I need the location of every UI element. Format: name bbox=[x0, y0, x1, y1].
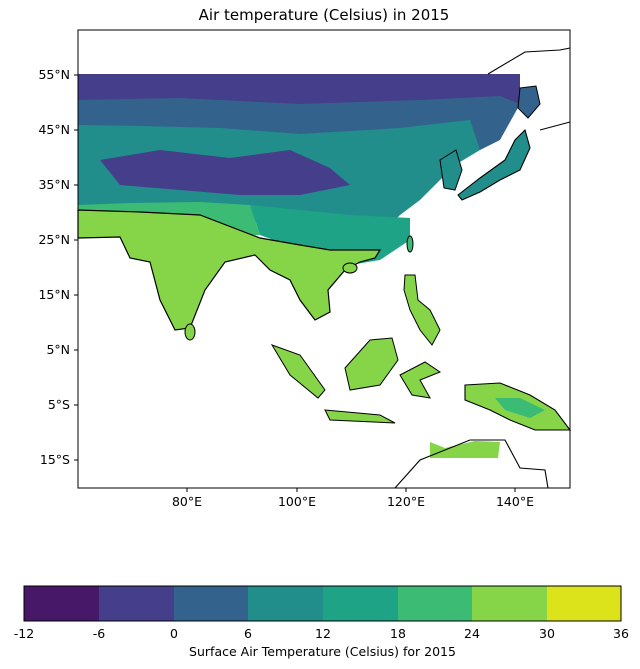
lon-label: 80°E bbox=[171, 494, 203, 509]
temp-band-cold-plateau bbox=[100, 150, 350, 195]
landmass-taiwan bbox=[406, 235, 414, 253]
colorbar-tick-label: -12 bbox=[13, 626, 35, 641]
coastline-sakhalin bbox=[539, 121, 571, 131]
landmass-sulawesi bbox=[399, 361, 442, 399]
landmass-borneo bbox=[344, 337, 399, 391]
lat-label: 45°N bbox=[38, 122, 70, 137]
landmass-philippines bbox=[403, 274, 441, 346]
colorbar-segment bbox=[398, 586, 472, 621]
lat-label: 5°N bbox=[46, 342, 70, 357]
colorbar-tick-label: 30 bbox=[539, 626, 555, 641]
landmass-sri-lanka bbox=[184, 323, 196, 341]
lat-label: 35°N bbox=[38, 177, 70, 192]
coastline-australia bbox=[394, 439, 549, 489]
landmass-sumatra bbox=[270, 344, 326, 399]
colorbar-segment bbox=[323, 586, 398, 621]
landmass-hokkaido bbox=[517, 85, 541, 119]
landmass-northern-australia bbox=[430, 441, 500, 458]
lat-label: 15°S bbox=[39, 452, 70, 467]
lat-label: 15°N bbox=[38, 287, 70, 302]
colorbar bbox=[23, 585, 622, 622]
colorbar-segment bbox=[24, 586, 99, 621]
landmass-japan bbox=[457, 128, 531, 201]
colorbar-tick-label: -6 bbox=[92, 626, 106, 641]
lon-label: 120°E bbox=[386, 494, 425, 509]
landmass-korea bbox=[439, 149, 463, 191]
landmass-new-guinea-highlands bbox=[495, 398, 545, 418]
landmass-hainan bbox=[342, 262, 358, 274]
colorbar-segment bbox=[472, 586, 547, 621]
map-title: Air temperature (Celsius) in 2015 bbox=[198, 6, 450, 24]
lon-label: 100°E bbox=[277, 494, 316, 509]
colorbar-title: Surface Air Temperature (Celsius) for 20… bbox=[189, 644, 456, 659]
map-panel bbox=[77, 29, 572, 489]
colorbar-segment bbox=[248, 586, 323, 621]
colorbar-tick-label: 6 bbox=[244, 626, 252, 641]
colorbar-segment bbox=[99, 586, 174, 621]
landmass-java bbox=[324, 409, 396, 424]
coastline-kamchatka bbox=[487, 47, 571, 75]
colorbar-tick-label: 24 bbox=[464, 626, 480, 641]
colorbar-segment bbox=[547, 586, 621, 621]
landmass-south-asia bbox=[77, 209, 382, 331]
lon-label: 140°E bbox=[495, 494, 534, 509]
lat-label: 55°N bbox=[38, 67, 70, 82]
colorbar-segment bbox=[174, 586, 248, 621]
lat-label: 5°S bbox=[47, 397, 70, 412]
colorbar-tick-label: 0 bbox=[170, 626, 178, 641]
lat-label: 25°N bbox=[38, 232, 70, 247]
axis-ticks bbox=[74, 74, 516, 492]
colorbar-tick-label: 36 bbox=[613, 626, 629, 641]
colorbar-tick-label: 18 bbox=[390, 626, 406, 641]
colorbar-tick-label: 12 bbox=[315, 626, 331, 641]
